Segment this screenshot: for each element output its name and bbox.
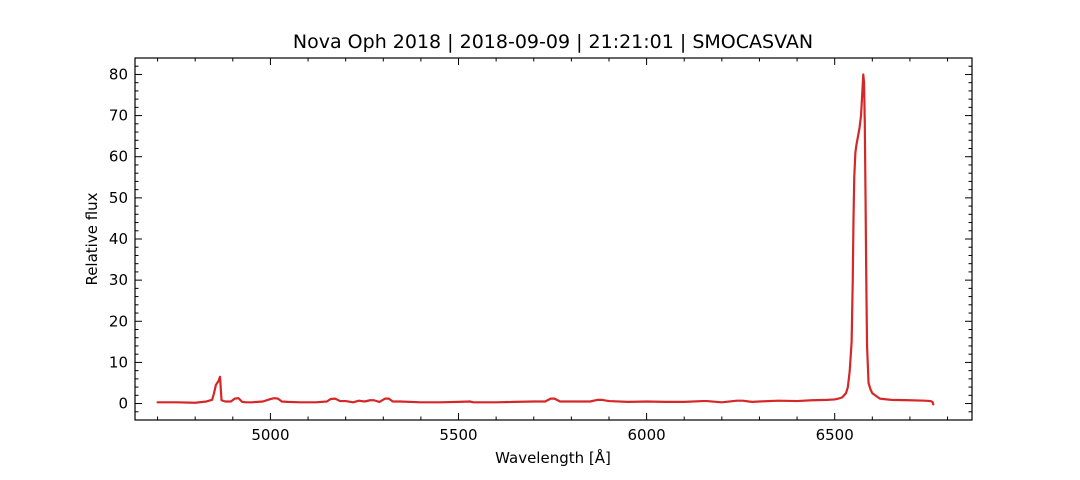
plot-frame	[134, 57, 973, 421]
y-tick-label: 30	[109, 271, 128, 289]
y-tick-label: 40	[109, 230, 128, 248]
y-tick-label: 20	[109, 312, 128, 330]
y-tick-label: 0	[118, 395, 128, 413]
y-tick-label: 10	[109, 353, 128, 371]
plot-area	[156, 73, 935, 406]
x-tick-label: 5000	[251, 426, 289, 444]
chart-title: Nova Oph 2018 | 2018-09-09 | 21:21:01 | …	[293, 31, 813, 53]
x-tick-label: 6000	[628, 426, 666, 444]
spectrum-line-0	[156, 73, 935, 406]
y-tick-label: 50	[109, 189, 128, 207]
axis-ticks: 5000 5500 6000 6500 0 10 20 30 40 50 60 70 80	[109, 57, 972, 444]
y-tick-label: 80	[109, 65, 128, 83]
x-tick-label: 6500	[816, 426, 854, 444]
y-tick-label: 70	[109, 107, 128, 125]
x-tick-label: 5500	[439, 426, 477, 444]
y-tick-label: 60	[109, 148, 128, 166]
y-axis-label: Relative flux	[83, 192, 101, 285]
x-axis-label: Wavelength [Å]	[495, 448, 611, 467]
